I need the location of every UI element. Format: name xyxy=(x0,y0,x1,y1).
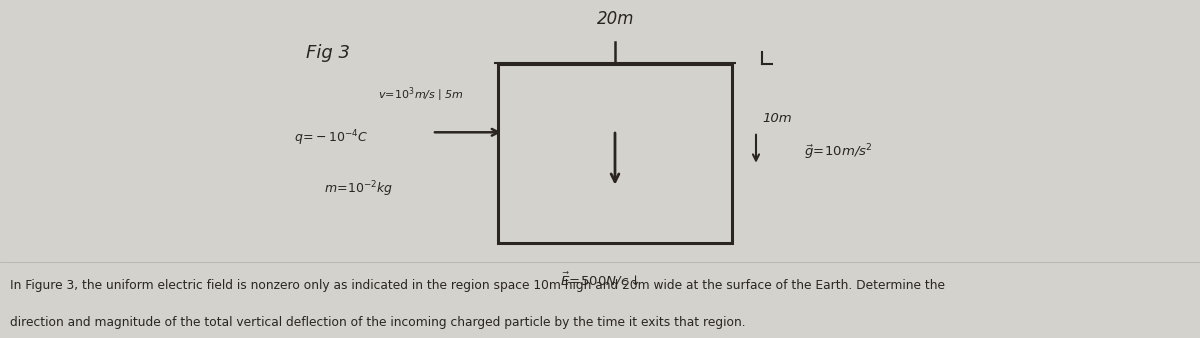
Bar xyxy=(498,64,732,243)
Text: In Figure 3, the uniform electric field is nonzero only as indicated in the regi: In Figure 3, the uniform electric field … xyxy=(10,279,944,292)
Text: $q\!=\!-10^{-4}C$: $q\!=\!-10^{-4}C$ xyxy=(294,129,368,148)
Text: direction and magnitude of the total vertical deflection of the incoming charged: direction and magnitude of the total ver… xyxy=(10,316,745,329)
Text: 20m: 20m xyxy=(596,10,635,28)
Text: $v\!=\!10^3$m/s$\mid$5m: $v\!=\!10^3$m/s$\mid$5m xyxy=(378,85,463,104)
Text: $\vec{E}\!=\!500$N/c$\downarrow$: $\vec{E}\!=\!500$N/c$\downarrow$ xyxy=(560,270,640,289)
Text: Fig 3: Fig 3 xyxy=(306,44,350,62)
Text: 10m: 10m xyxy=(762,112,792,125)
Text: $\vec{g}\!=\!10$m/s$^2$: $\vec{g}\!=\!10$m/s$^2$ xyxy=(804,142,872,162)
Text: $m\!=\!10^{-2}$kg: $m\!=\!10^{-2}$kg xyxy=(324,179,394,199)
